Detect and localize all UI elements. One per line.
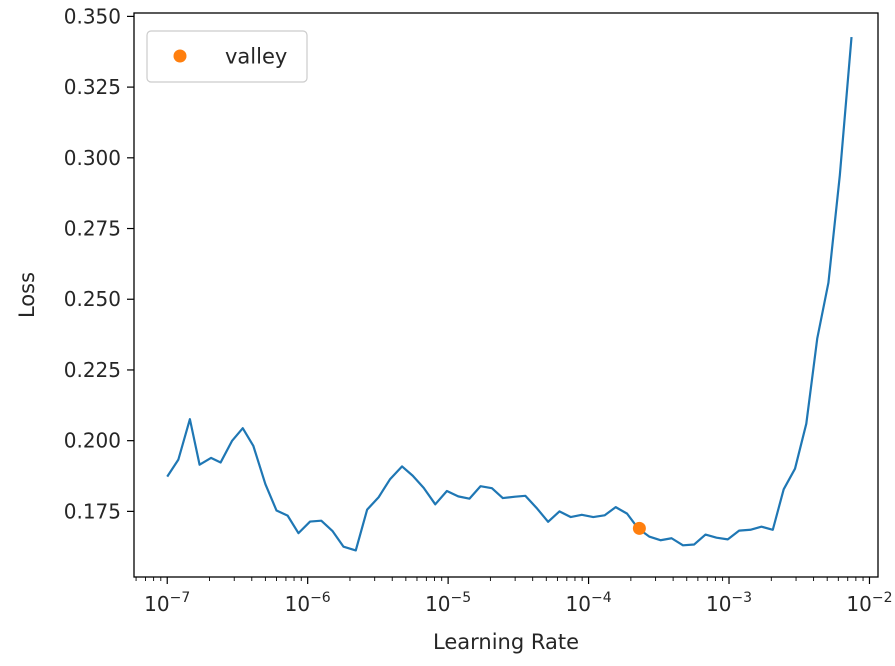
valley-markers: [632, 521, 646, 535]
y-axis-label: Loss: [15, 272, 39, 318]
y-tick-label: 0.325: [64, 75, 121, 99]
y-tick-label: 0.275: [64, 217, 121, 241]
legend-valley-marker: [173, 49, 187, 63]
y-tick-label: 0.250: [64, 287, 121, 311]
y-tick-label: 0.350: [64, 4, 121, 28]
y-tick-label: 0.200: [64, 429, 121, 453]
x-tick-label: 10−5: [425, 590, 471, 616]
x-tick-label: 10−4: [566, 590, 612, 616]
x-tick-label: 10−7: [144, 590, 190, 616]
x-axis-label: Learning Rate: [433, 630, 579, 654]
x-tick-label: 10−2: [846, 590, 892, 616]
loss-series-line: [166, 36, 853, 552]
x-tick-label: 10−3: [706, 590, 752, 616]
y-tick-label: 0.300: [64, 146, 121, 170]
y-tick-label: 0.175: [64, 499, 121, 523]
x-tick-label: 10−6: [285, 590, 331, 616]
valley-point: [632, 521, 646, 535]
legend-valley-label: valley: [225, 45, 287, 69]
legend-box: [146, 30, 308, 83]
legend: valley: [146, 30, 308, 83]
y-axis-ticks: 0.175 0.200 0.225 0.250 0.275 0.300 0.325 0.350: [64, 4, 134, 523]
axes-frame: [133, 12, 879, 578]
x-axis-ticks: 10−7 10−6 10−5 10−4 10−3 10−2: [135, 577, 893, 616]
y-tick-label: 0.225: [64, 358, 121, 382]
